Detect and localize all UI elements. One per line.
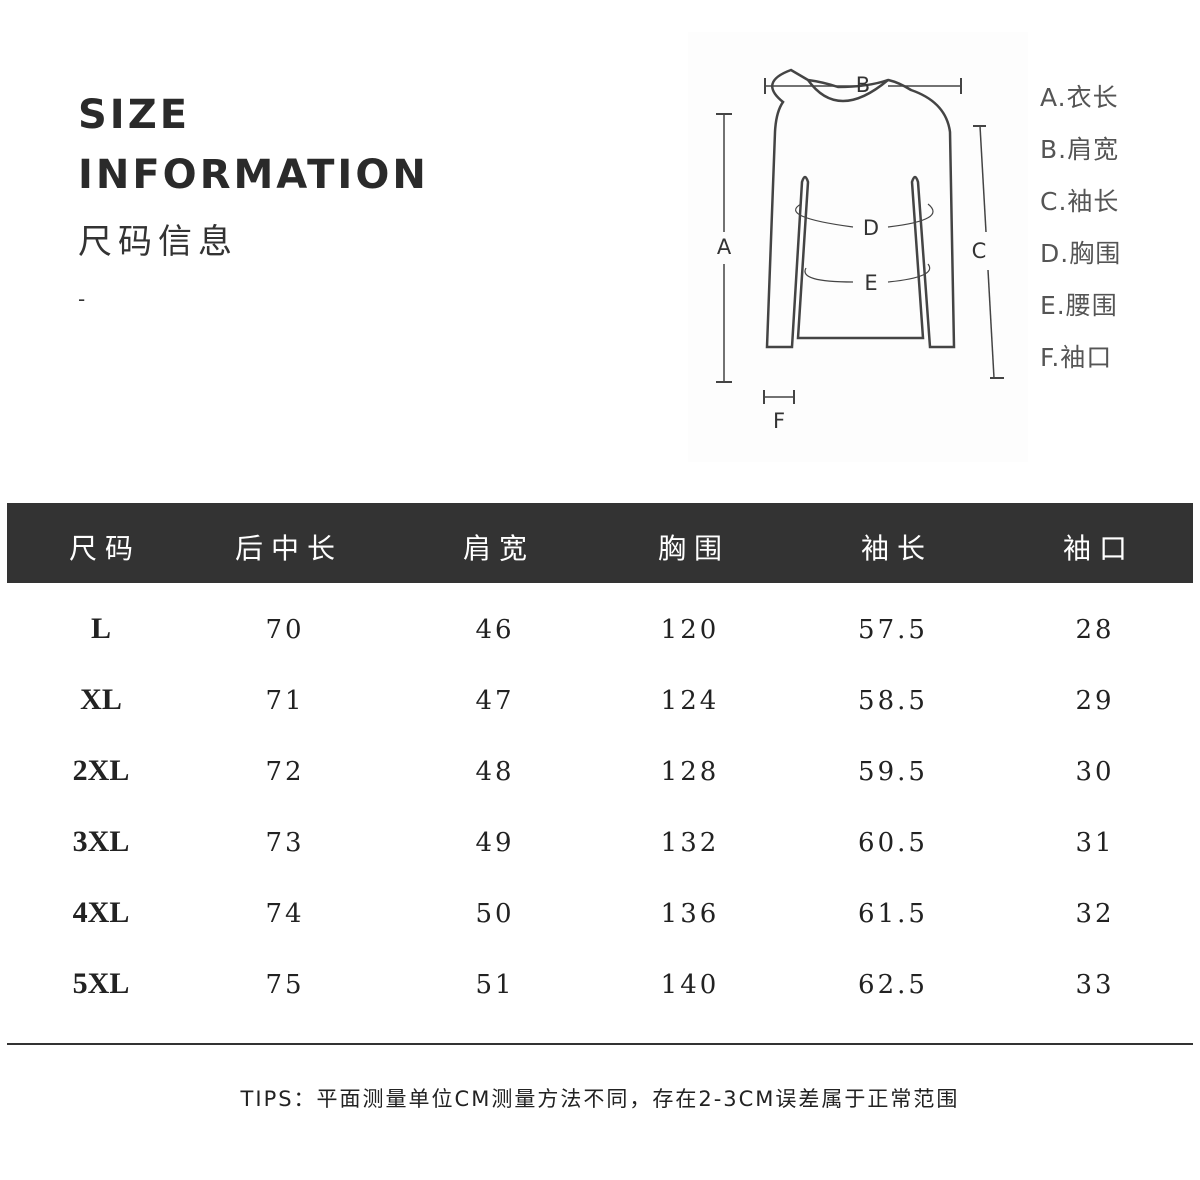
cell-chest: 136 — [660, 899, 720, 929]
cell-chest: 124 — [660, 686, 720, 716]
cell-chest: 132 — [660, 828, 720, 858]
cell-sleeve: 57.5 — [858, 615, 928, 645]
table-header: 尺码 后中长 肩宽 胸围 袖长 袖口 — [7, 503, 1193, 583]
title-dash: - — [78, 287, 86, 311]
header-sleeve: 袖长 — [860, 532, 934, 565]
cell-size: 5XL — [72, 967, 130, 1000]
label-b: B — [856, 73, 870, 97]
cell-size: 3XL — [72, 825, 130, 858]
header-cuff: 袖口 — [1062, 532, 1136, 565]
legend-item: D.胸围 — [1040, 239, 1122, 268]
header-size: 尺码 — [68, 532, 142, 565]
cell-sleeve: 58.5 — [858, 686, 928, 716]
tips-text: TIPS：平面测量单位CM测量方法不同，存在2-3CM误差属于正常范围 — [240, 1087, 960, 1111]
title-size: SIZE — [78, 92, 191, 138]
cell-sleeve: 59.5 — [858, 757, 928, 787]
legend-item: A.衣长 — [1040, 83, 1119, 112]
cell-shoulder: 46 — [475, 615, 515, 645]
cell-cuff: 30 — [1075, 757, 1115, 787]
cell-cuff: 28 — [1075, 615, 1115, 645]
cell-sleeve: 62.5 — [858, 970, 928, 1000]
measurement-legend: A.衣长 B.肩宽 C.袖长 D.胸围 E.腰围 F.袖口 — [1040, 80, 1121, 392]
legend-item: B.肩宽 — [1040, 135, 1120, 164]
cell-shoulder: 50 — [475, 899, 515, 929]
cell-sleeve: 61.5 — [858, 899, 928, 929]
cell-cuff: 31 — [1075, 828, 1115, 858]
cell-length: 71 — [265, 686, 305, 716]
cell-shoulder: 47 — [475, 686, 515, 716]
title-information: INFORMATION — [78, 152, 429, 198]
cell-cuff: 33 — [1075, 970, 1115, 1000]
cell-shoulder: 49 — [475, 828, 515, 858]
label-e: E — [864, 271, 877, 295]
cell-length: 70 — [265, 615, 305, 645]
table-row: 4XL 74 50 136 61.5 32 — [0, 896, 1200, 959]
legend-item: C.袖长 — [1040, 187, 1120, 216]
table-row: L 70 46 120 57.5 28 — [0, 612, 1200, 675]
cell-length: 75 — [265, 970, 305, 1000]
cell-length: 72 — [265, 757, 305, 787]
legend-item: E.腰围 — [1040, 291, 1118, 320]
legend-item: F.袖口 — [1040, 343, 1113, 372]
cell-shoulder: 51 — [475, 970, 515, 1000]
table-row: 5XL 75 51 140 62.5 33 — [0, 967, 1200, 1030]
label-c: C — [972, 239, 987, 263]
cell-shoulder: 48 — [475, 757, 515, 787]
cell-cuff: 29 — [1075, 686, 1115, 716]
cell-size: L — [90, 612, 112, 645]
cell-cuff: 32 — [1075, 899, 1115, 929]
cell-length: 74 — [265, 899, 305, 929]
label-d: D — [863, 216, 879, 240]
divider — [7, 1043, 1193, 1045]
cell-chest: 140 — [660, 970, 720, 1000]
header-shoulder: 肩宽 — [462, 532, 536, 565]
cell-size: 2XL — [72, 754, 130, 787]
shirt-outline — [765, 68, 956, 349]
header-chest: 胸围 — [657, 532, 731, 565]
header-length: 后中长 — [234, 532, 344, 565]
table-row: 3XL 73 49 132 60.5 31 — [0, 825, 1200, 888]
table-row: 2XL 72 48 128 59.5 30 — [0, 754, 1200, 817]
cell-chest: 128 — [660, 757, 720, 787]
cell-size: 4XL — [72, 896, 130, 929]
cell-size: XL — [80, 683, 122, 716]
table-row: XL 71 47 124 58.5 29 — [0, 683, 1200, 746]
title-chinese: 尺码信息 — [78, 222, 238, 262]
garment-diagram: B A C D E F — [688, 32, 1028, 462]
label-a: A — [717, 235, 732, 259]
label-f: F — [773, 409, 785, 433]
cell-length: 73 — [265, 828, 305, 858]
cell-sleeve: 60.5 — [858, 828, 928, 858]
cell-chest: 120 — [660, 615, 720, 645]
